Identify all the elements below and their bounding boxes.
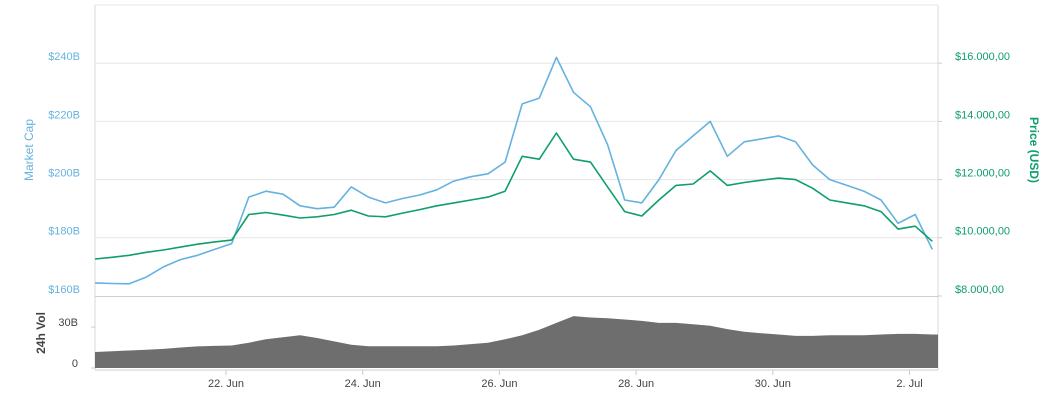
line-series [94,132,933,260]
line-series [94,56,934,285]
x-tick-label: 30. Jun [755,378,791,390]
y-tick-label: $240B [48,51,80,63]
y-tick-label: 30B [58,317,78,329]
y2-axis-title: Price (USD) [1027,117,1041,183]
y-tick-label: $180B [48,226,80,238]
x-tick-label: 24. Jun [345,378,381,390]
y-tick-label: $160B [48,284,80,296]
y-tick-label: $220B [48,109,80,121]
x-tick-label: 22. Jun [208,378,244,390]
y-tick-label: 0 [72,358,78,370]
y2-tick-label: $12.000,00 [955,168,1010,180]
x-tick-label: 2. Jul [896,378,922,390]
y-axis-title: Market Cap [22,119,36,181]
y2-tick-label: $14.000,00 [955,109,1010,121]
x-tick-label: 26. Jun [481,378,517,390]
x-tick-label: 28. Jun [618,378,654,390]
y-tick-label: $200B [48,168,80,180]
volume-axis-title: 24h Vol [34,312,48,354]
volume-area [95,316,938,368]
y2-tick-label: $8.000,00 [955,284,1004,296]
y2-tick-label: $10.000,00 [955,226,1010,238]
y2-tick-label: $16.000,00 [955,51,1010,63]
